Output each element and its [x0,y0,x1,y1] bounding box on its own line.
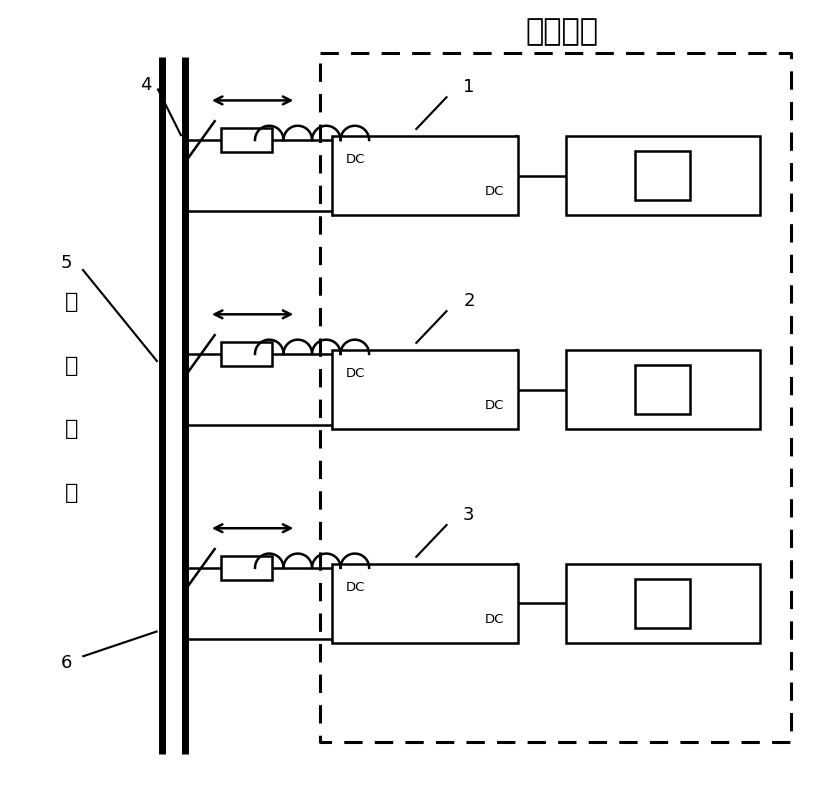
Text: 直: 直 [65,293,79,312]
Text: 储能单元: 储能单元 [525,17,598,46]
Text: DC: DC [346,581,365,594]
Text: 1: 1 [463,79,474,96]
Text: DC: DC [346,367,365,380]
Text: DC: DC [484,185,504,198]
Text: DC: DC [346,153,365,166]
Bar [635,365,690,414]
Bar [332,350,518,429]
Text: DC: DC [484,399,504,412]
Text: 5: 5 [60,254,72,272]
Bar [566,136,760,215]
Bar [332,136,518,215]
Text: 2: 2 [463,293,474,310]
Text: 3: 3 [463,506,474,524]
Text: DC: DC [484,613,504,626]
Bar [635,151,690,200]
Text: 流: 流 [65,356,79,376]
Bar [566,350,760,429]
Bar [635,579,690,628]
Bar [221,556,272,580]
Text: 4: 4 [140,76,152,94]
Bar [221,128,272,152]
Bar [332,564,518,643]
Bar [221,342,272,366]
Text: 6: 6 [61,654,72,672]
Bar [566,564,760,643]
Text: 线: 线 [65,483,79,502]
Text: 母: 母 [65,419,79,439]
